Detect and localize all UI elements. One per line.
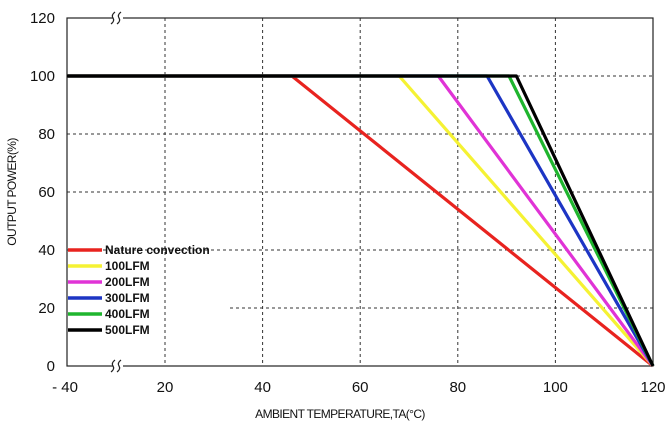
- legend-label: Nature convection: [105, 243, 210, 257]
- series-line-100lfm: [67, 74, 655, 368]
- legend-label: 400LFM: [105, 307, 150, 321]
- y-tick-label: 120: [30, 10, 55, 27]
- legend: Nature convection 100LFM 200LFM 300LFM 400LF…: [68, 243, 210, 337]
- axis-break-mark: [110, 11, 116, 25]
- x-tick-label: 120: [640, 379, 665, 396]
- y-tick-labels: 0 20 40 60 80 100 120: [30, 10, 55, 375]
- axis-break-gap: [113, 361, 123, 371]
- axis-break-marks: [110, 11, 123, 373]
- y-tick-label: 20: [38, 300, 55, 317]
- y-tick-label: 100: [30, 68, 55, 85]
- y-tick-label: 80: [38, 126, 55, 143]
- x-tick-label: 100: [543, 379, 568, 396]
- x-tick-label: 80: [449, 379, 466, 396]
- y-tick-label: 60: [38, 184, 55, 201]
- x-tick-labels: - 40 20 40 60 80 100 120: [52, 379, 665, 396]
- legend-label: 500LFM: [105, 323, 150, 337]
- y-tick-label: 0: [47, 358, 55, 375]
- axis-break-mark: [116, 11, 122, 25]
- series-line-200lfm: [67, 74, 655, 367]
- series-line-nature-convection: [67, 74, 655, 368]
- legend-label: 300LFM: [105, 291, 150, 305]
- y-tick-label: 40: [38, 242, 55, 259]
- x-tick-label: 60: [352, 379, 369, 396]
- x-axis-title: AMBIENT TEMPERATURE,TA(°C): [255, 407, 425, 421]
- series-line-500lfm: [67, 74, 655, 367]
- plot-frame: [66, 17, 654, 367]
- x-tick-label: 40: [254, 379, 271, 396]
- x-tick-label: - 40: [52, 379, 78, 396]
- axis-break-mark: [110, 359, 116, 373]
- series-line-300lfm: [67, 74, 655, 367]
- legend-label: 200LFM: [105, 275, 150, 289]
- y-axis-title: OUTPUT POWER(%): [5, 138, 19, 246]
- legend-label: 100LFM: [105, 259, 150, 273]
- axis-break-mark: [116, 359, 122, 373]
- x-tick-label: 20: [157, 379, 174, 396]
- series-line-400lfm: [67, 74, 655, 367]
- series-lines: [67, 74, 655, 368]
- axis-break-gap: [113, 13, 123, 23]
